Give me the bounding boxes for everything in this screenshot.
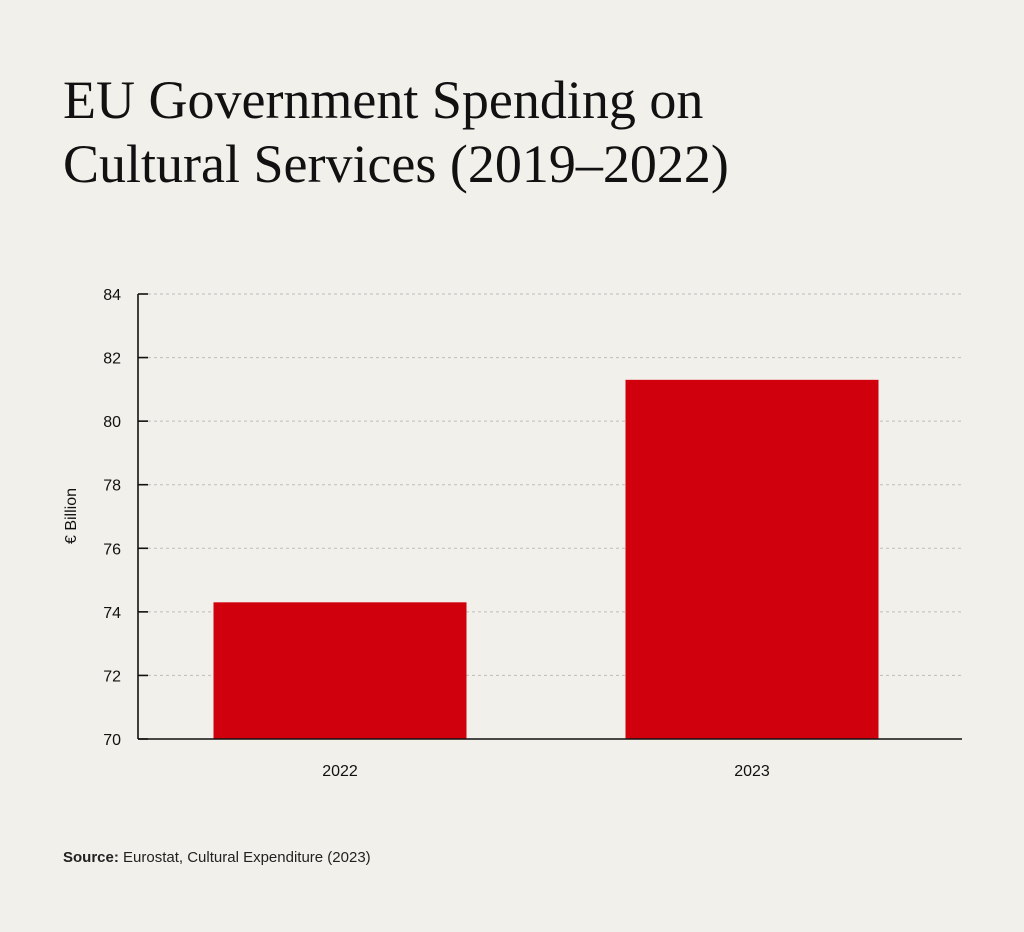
x-tick-labels: 2022 2023 (322, 763, 770, 780)
y-tick-label: 76 (103, 541, 121, 558)
source-text: Eurostat, Cultural Expenditure (2023) (123, 849, 371, 866)
y-tick-label: 84 (103, 287, 121, 304)
source-note: Source: Eurostat, Cultural Expenditure (… (63, 849, 371, 866)
y-tick-label: 78 (103, 478, 121, 495)
chart-title-line-1: EU Government Spending on (63, 70, 704, 130)
axes (137, 293, 962, 740)
y-tick-label: 72 (103, 668, 121, 685)
bars (213, 379, 879, 739)
x-tick-label: 2022 (322, 763, 358, 780)
x-tick-label: 2023 (734, 763, 770, 780)
bar-2023 (625, 379, 879, 739)
bar-2022 (213, 602, 467, 739)
source-label: Source: (63, 849, 119, 866)
y-tick-label: 80 (103, 414, 121, 431)
y-tick-label: 82 (103, 351, 121, 368)
y-tick-label: 70 (103, 732, 121, 749)
y-tick-labels: 70 72 74 76 78 80 82 84 (103, 287, 121, 749)
y-tick-label: 74 (103, 605, 121, 622)
chart-title: EU Government Spending on Cultural Servi… (63, 68, 963, 196)
chart-title-line-2: Cultural Services (2019–2022) (63, 134, 729, 194)
y-axis-label: € Billion (63, 488, 80, 544)
